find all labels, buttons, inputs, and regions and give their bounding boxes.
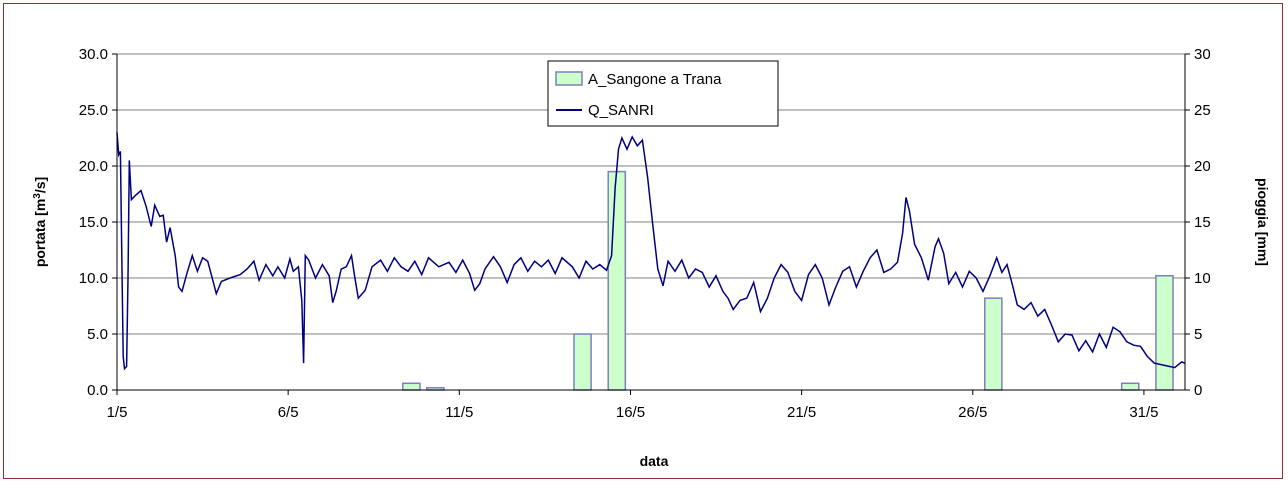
left-tick-label: 20.0: [79, 158, 108, 175]
rain-bar: [402, 382, 421, 391]
x-axis-title: data: [640, 453, 669, 469]
legend-label-rain: A_Sangone a Trana: [588, 71, 722, 88]
x-tick-label: 21/5: [787, 404, 816, 421]
right-tick-label: 20: [1194, 158, 1211, 175]
right-tick-label: 15: [1194, 214, 1211, 231]
chart-frame: 0.0 5.0 10.0 15.0 20.0 25.0 30.0 0 5 10 15 20 25 30 …: [3, 3, 1283, 479]
x-tick-label: 6/5: [278, 404, 299, 421]
left-tick-label: 15.0: [79, 214, 108, 231]
left-tick-label: 10.0: [79, 270, 108, 287]
x-tick-label: 11/5: [445, 404, 473, 421]
left-axis-title: portata [m3/s]: [32, 177, 49, 267]
legend: A_Sangone a Trana Q_SANRI: [547, 60, 779, 127]
right-tick-label: 0: [1194, 382, 1202, 399]
right-axis-title: pioggia [mm]: [1255, 178, 1271, 266]
left-tick-label: 5.0: [87, 326, 108, 343]
legend-bar-swatch: [555, 71, 583, 86]
x-tick-label: 16/5: [616, 404, 645, 421]
x-tick-label: 1/5: [107, 404, 128, 421]
right-tick-label: 30: [1194, 46, 1211, 63]
rain-bars: [402, 170, 1174, 391]
discharge-rainfall-chart: 0.05.010.015.020.025.030.0 051015202530 …: [32, 46, 1272, 469]
x-tick-label: 26/5: [958, 404, 987, 421]
left-tick-label: 30.0: [79, 46, 108, 63]
legend-label-flow: Q_SANRI: [588, 102, 654, 119]
left-tick-label: 25.0: [79, 102, 108, 119]
legend-box: [547, 60, 779, 127]
right-tick-label: 10: [1194, 270, 1211, 287]
rain-bar: [1120, 382, 1140, 391]
rain-bar: [984, 297, 1003, 391]
left-tick-labels: 0.0 5.0 10.0 15.0 20.0 25.0 30.0: [79, 46, 117, 399]
x-tick-labels: 1/5 6/5 11/5 16/5 21/5 26/5 31/5: [107, 390, 1159, 421]
left-tick-label: 0.0: [87, 382, 108, 399]
rain-bar: [607, 170, 627, 391]
rain-bar: [1155, 275, 1174, 391]
rain-bar: [573, 333, 592, 391]
right-tick-label: 5: [1194, 326, 1202, 343]
right-tick-label: 25: [1194, 102, 1211, 119]
x-tick-label: 31/5: [1129, 404, 1158, 421]
right-tick-labels: 0 5 10 15 20 25 30: [1185, 46, 1211, 399]
flow-series-line: [116, 132, 1186, 371]
